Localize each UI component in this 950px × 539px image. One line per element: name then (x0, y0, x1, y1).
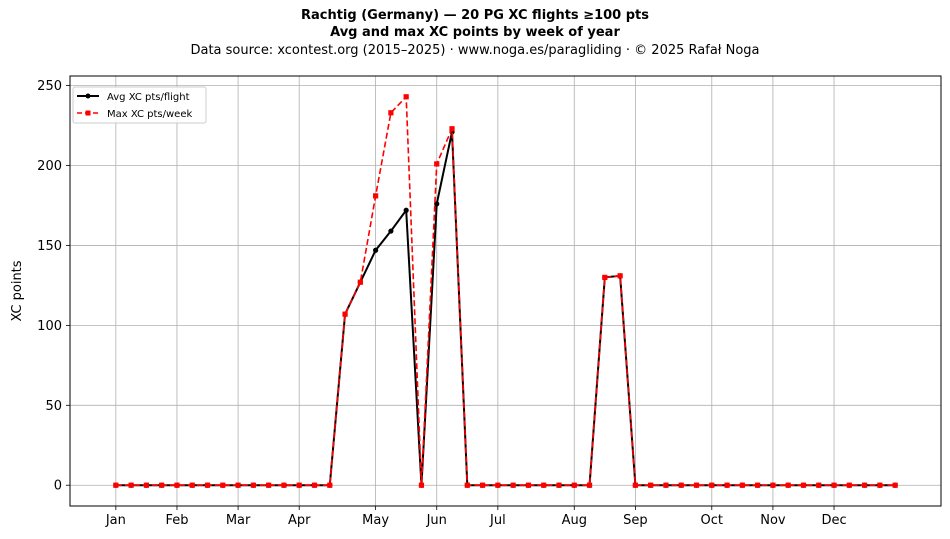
data-point-max (755, 482, 761, 488)
axis-ticks: Jan Feb Mar Apr May Jun Jul Aug Sep Oct Nov Dec 0 50 1… (37, 79, 846, 528)
data-point-max (586, 482, 593, 488)
series-layer (113, 94, 898, 488)
y-axis-label: XC points (10, 260, 25, 321)
data-point-max (602, 274, 608, 281)
data-point-max (739, 482, 745, 488)
x-tick-label: Jan (105, 513, 126, 528)
data-point-max (479, 482, 486, 488)
data-point-max (525, 482, 532, 488)
data-point-max (709, 482, 715, 488)
legend-box (72, 86, 207, 124)
data-point-max (785, 482, 791, 488)
data-point-max (235, 482, 241, 488)
chart-source-note: Data source: xcontest.org (2015–2025) · … (190, 43, 760, 58)
data-point-max (648, 482, 654, 488)
data-point-max (495, 482, 501, 488)
data-point-max (846, 482, 852, 488)
data-point-max (861, 482, 868, 488)
data-point-max (632, 482, 638, 488)
data-point-max (418, 482, 425, 488)
data-point-max (388, 110, 394, 116)
data-point-avg (373, 247, 379, 253)
data-point-max (403, 94, 409, 100)
data-point-max (281, 482, 287, 488)
data-point-max (266, 482, 272, 488)
data-point-max (174, 482, 180, 488)
data-point-max (373, 193, 379, 199)
y-tick-label: 150 (37, 239, 62, 254)
data-point-max (342, 311, 348, 317)
data-point-max (204, 482, 211, 488)
data-point-max (831, 482, 837, 488)
data-point-avg (403, 207, 409, 213)
data-point-max (678, 482, 684, 488)
y-tick-label: 0 (54, 479, 62, 494)
y-tick-label: 100 (37, 319, 62, 334)
x-tick-label: Jun (426, 513, 447, 528)
y-tick-label: 250 (37, 79, 62, 94)
data-point-max (449, 126, 455, 132)
legend-label-max: Max XC pts/week (107, 109, 192, 120)
data-point-max (357, 279, 363, 285)
x-tick-label: May (362, 513, 389, 528)
x-tick-label: Oct (701, 513, 723, 528)
data-point-max (113, 482, 119, 488)
data-point-max (510, 482, 516, 488)
x-tick-label: Sep (623, 513, 648, 528)
data-point-max (311, 482, 318, 488)
data-point-max (189, 482, 195, 488)
data-point-max (892, 482, 898, 488)
data-point-max (571, 482, 577, 488)
legend-label-avg: Avg XC pts/flight (107, 92, 190, 103)
x-tick-label: Nov (760, 513, 786, 528)
data-point-max (250, 482, 256, 488)
data-point-max (434, 161, 440, 167)
data-point-max (327, 482, 333, 488)
chart-title: Rachtig (Germany) — 20 PG XC flights ≥10… (300, 8, 650, 23)
data-point-max (877, 482, 883, 488)
grid-lines (70, 76, 941, 506)
data-point-max (770, 482, 776, 488)
data-point-max (220, 482, 226, 488)
data-point-avg (388, 228, 394, 234)
x-tick-label: Dec (821, 513, 846, 528)
x-tick-label: Mar (226, 513, 251, 528)
data-point-max (464, 482, 470, 488)
data-point-max (128, 482, 134, 488)
data-point-max (159, 482, 165, 488)
data-point-max (556, 482, 562, 488)
data-point-max (800, 482, 807, 488)
chart-subtitle: Avg and max XC points by week of year (330, 25, 620, 40)
x-tick-label: Aug (562, 513, 587, 528)
data-point-max (724, 482, 730, 488)
data-point-max (143, 482, 150, 488)
data-point-max (541, 482, 547, 488)
legend-marker-max (85, 110, 91, 116)
x-tick-label: Apr (288, 513, 311, 528)
data-point-max (693, 482, 700, 488)
data-point-max (816, 482, 822, 488)
x-tick-label: Jul (489, 513, 506, 528)
data-point-max (663, 482, 669, 488)
y-tick-label: 50 (45, 399, 62, 414)
plot-frame (69, 75, 942, 507)
legend: Avg XC pts/flight Max XC pts/week (72, 86, 207, 124)
x-tick-label: Feb (165, 513, 188, 528)
series-line-0 (115, 130, 896, 487)
y-tick-label: 200 (37, 159, 62, 174)
data-point-max (296, 482, 302, 488)
data-point-max (617, 273, 623, 279)
series-line-1 (115, 95, 896, 487)
legend-marker-avg (85, 93, 91, 99)
